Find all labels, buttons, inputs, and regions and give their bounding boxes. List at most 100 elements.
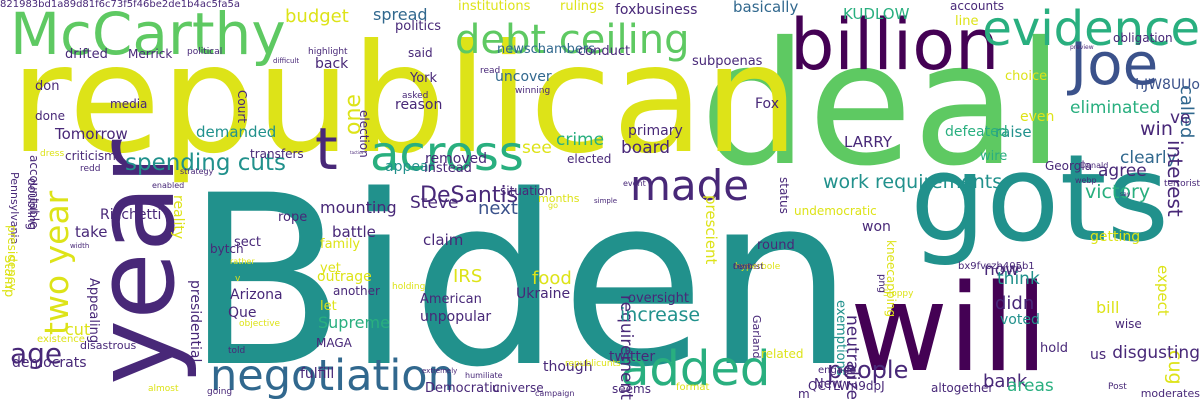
word-budget: budget (285, 6, 349, 27)
word-sloppy: Sloppy (883, 289, 914, 299)
word-crime: crime (556, 130, 605, 150)
word-wire: wire (980, 149, 1008, 164)
word-front: front (733, 262, 753, 271)
word-campaign: campaign (535, 389, 575, 398)
word-humiliate: humiliate (465, 371, 503, 380)
word-newschambers: newschambers (497, 42, 596, 57)
word-fox: Fox (755, 96, 779, 112)
word-york: York (410, 71, 438, 86)
word-voted: voted (1000, 312, 1040, 328)
word-work-requirements: work requirements (823, 171, 1003, 193)
word-fulfill: fulfill (300, 366, 335, 382)
word-billion: billion (790, 4, 1000, 86)
word-highlight: highlight (308, 47, 348, 57)
word-back: back (315, 56, 349, 72)
word-simple: simple (594, 197, 618, 205)
word-people: people (827, 356, 909, 384)
word-hyperbole: hyperbole (735, 262, 781, 272)
word-basically: basically (733, 0, 799, 16)
word-t: t (315, 115, 338, 183)
word-sect: sect (234, 235, 262, 250)
word-months: months (538, 192, 580, 205)
word-yet: yet (320, 261, 341, 276)
word-que: Que (228, 305, 257, 321)
word-unpopular: unpopular (420, 309, 492, 325)
word-next: next (478, 198, 518, 219)
word-take: take (75, 223, 108, 241)
word-dress: dress (40, 149, 65, 159)
word-bill: bill (1096, 298, 1120, 317)
word-accounts: accounts (950, 0, 1005, 13)
word-steve: Steve (410, 193, 459, 213)
word-tactics: tactics (350, 150, 364, 155)
word-asked: asked (402, 91, 429, 101)
word-difficult: difficult (273, 57, 300, 65)
word-gots: gots (910, 130, 1170, 269)
word-evidence: evidence (982, 1, 1200, 57)
word-us: us (1090, 347, 1107, 363)
word-wise: wise (1115, 317, 1142, 331)
word-cut: cut (65, 320, 91, 339)
word-appear: appear (385, 159, 435, 175)
word-hjw8uuo: hJW8UUo (1135, 77, 1200, 93)
word-undemocratic: undemocratic (794, 204, 877, 218)
word-agree: agree (1098, 161, 1147, 181)
word-universe: universe (492, 381, 544, 395)
word-say: say (1120, 191, 1131, 198)
word-bytch: bytch (210, 242, 244, 256)
word-instead: instead (424, 161, 472, 176)
word-board: board (621, 138, 671, 158)
word-removed: removed (425, 151, 488, 167)
word-new: New (814, 377, 843, 392)
word-existence: existence (37, 334, 85, 345)
word-redd: redd (80, 164, 101, 174)
word-go: go (548, 201, 558, 210)
word-seems: seems (612, 382, 651, 396)
word-mounting: mounting (320, 198, 397, 217)
word-two-year: two year (37, 190, 76, 335)
word-win: win (1140, 118, 1173, 140)
word-twitter: twitter (609, 349, 656, 365)
word-read: read (480, 66, 501, 76)
word-kudlow: KUDLOW (843, 5, 910, 23)
word-spending-cuts: spending cuts (125, 150, 287, 176)
word-institutions: institutions (458, 0, 531, 14)
word-negotiation: negotiation (210, 351, 455, 400)
word-going: going (207, 387, 233, 397)
word-auto: auto (1000, 264, 1023, 275)
word-areas: areas (1007, 376, 1054, 396)
word-defeated: defeated (945, 124, 1008, 140)
word-done: done (35, 109, 65, 123)
word-foxbusiness: foxbusiness (615, 2, 698, 18)
word-outrage: outrage (317, 269, 372, 285)
word-now: now (984, 260, 1020, 280)
word-politics: politics (395, 19, 442, 34)
word-garland: Garland (750, 315, 763, 359)
word-expect: expect (1154, 265, 1172, 316)
word-transfers: transfers (250, 147, 304, 161)
word-bank: bank (983, 371, 1028, 392)
word-democrats: democrats (12, 355, 87, 371)
word-m: m (798, 387, 810, 400)
word-larry: LARRY (844, 133, 893, 151)
word-will: will (850, 260, 1049, 399)
word-qctlwn9dpj: QCTLWn9dpJ (808, 379, 885, 393)
word-tomorrow: Tomorrow (55, 125, 128, 143)
word-post: Post (1108, 382, 1127, 392)
word-victory: victory (1085, 181, 1151, 203)
word-objective: objective (239, 319, 281, 329)
word-food: food (532, 268, 572, 289)
word-disgusting: disgusting (1112, 343, 1200, 363)
word-clearly: clearly (1120, 148, 1177, 168)
word-merrick: Merrick (128, 47, 173, 61)
word-altogether: altogether (931, 381, 994, 395)
word-political: political (187, 47, 223, 57)
word-related: related (761, 347, 804, 361)
word-didn: didn (995, 293, 1035, 314)
word-arizona: Arizona (230, 287, 283, 303)
word-webp: webp (1075, 176, 1097, 185)
word-irs: IRS (453, 266, 483, 287)
word-png: png (876, 274, 887, 294)
word-georgia: Georgia (1045, 159, 1093, 173)
